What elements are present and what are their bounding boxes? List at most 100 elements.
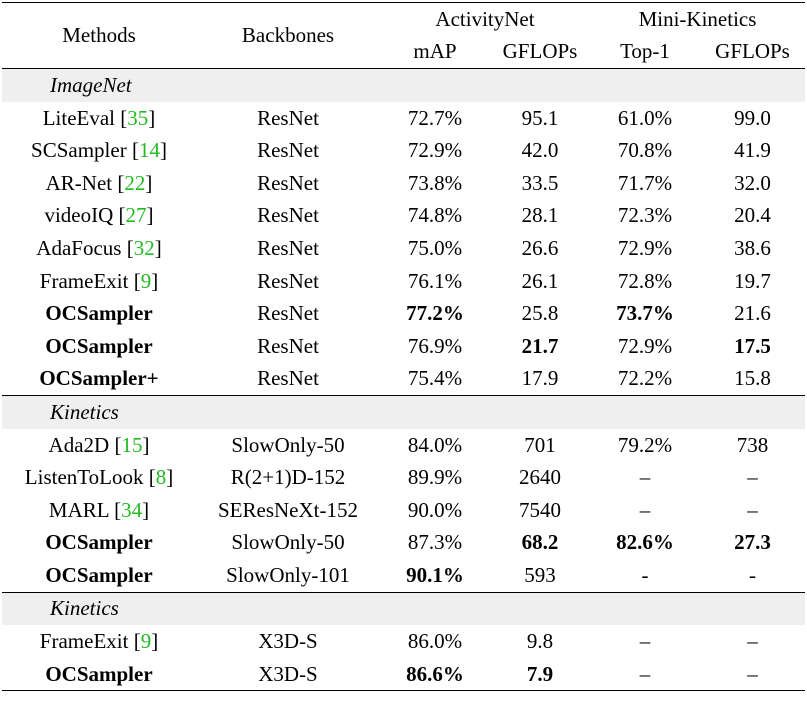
value-cell: 26.1 (521, 268, 559, 293)
table-row: OCSampler SlowOnly-50 87.3% 68.2 82.6% 27.3 (2, 527, 805, 560)
citation-number: 15 (121, 432, 143, 457)
method-name: AR-Net (45, 170, 113, 195)
citation: [9] (128, 629, 159, 654)
backbone-cell: ResNet (257, 203, 319, 228)
method-name: OCSampler (45, 661, 153, 686)
backbone-cell: X3D-S (258, 661, 318, 686)
value-cell: 593 (524, 562, 556, 587)
method-cell: OCSampler (2, 330, 196, 363)
value-cell: 87.3% (407, 530, 463, 555)
value-cell: 72.8% (617, 268, 673, 293)
table-row: AdaFocus [32] ResNet 75.0% 26.6 72.9% 38.6 (2, 232, 805, 265)
section-label: Kinetics (2, 591, 806, 626)
value-cell: 21.6 (734, 301, 771, 326)
citation: [27] (113, 203, 154, 228)
method-name: videoIQ (44, 203, 114, 228)
header-cell: Backbones (241, 23, 335, 48)
value-cell: 42.0 (521, 138, 559, 163)
table-row: MARL [34] SEResNeXt-152 90.0% 7540 – – (2, 494, 805, 527)
value-cell: – (639, 661, 651, 686)
table-row: LiteEval [35] ResNet 72.7% 95.1 61.0% 99.0 (2, 102, 805, 135)
header-cell: GFLOPs (715, 39, 790, 64)
header-row: Methods Backbones ActivityNet Mini-Kinet… (2, 3, 805, 47)
citation-number: 32 (133, 235, 155, 260)
method-cell: OCSampler (2, 559, 196, 592)
value-cell: 41.9 (734, 138, 771, 163)
value-cell: 89.9% (407, 465, 463, 490)
value-cell: 33.5 (521, 170, 559, 195)
value-cell: - (641, 562, 649, 587)
value-cell: 738 (736, 432, 769, 457)
backbone-cell: SEResNeXt-152 (218, 497, 358, 522)
value-cell: 68.2 (521, 530, 559, 555)
value-cell: 7540 (519, 497, 561, 522)
value-cell: 73.7% (616, 301, 674, 326)
value-cell: 32.0 (734, 170, 771, 195)
value-cell: 73.8% (407, 170, 463, 195)
value-cell: 99.0 (734, 105, 771, 130)
value-cell: 21.7 (521, 333, 559, 358)
method-name: OCSampler (45, 301, 153, 326)
method-name: SCSampler (31, 138, 127, 163)
value-cell: 9.8 (526, 629, 554, 654)
value-cell: – (747, 661, 758, 686)
value-cell: 19.7 (734, 268, 771, 293)
value-cell: 2640 (519, 465, 561, 490)
method-name: OCSampler (45, 333, 153, 358)
method-cell: OCSampler (2, 658, 196, 691)
backbone-cell: R(2+1)D-152 (230, 465, 346, 490)
backbone-cell: ResNet (257, 138, 319, 163)
table-row: OCSampler+ ResNet 75.4% 17.9 72.2% 15.8 (2, 363, 805, 396)
backbone-cell: ResNet (257, 170, 319, 195)
value-cell: 86.6% (406, 661, 464, 686)
method-cell: FrameExit [9] (2, 625, 196, 658)
value-cell: 20.4 (734, 203, 771, 228)
table-row: ListenToLook [8] R(2+1)D-152 89.9% 2640 – – (2, 461, 805, 494)
backbone-cell: ResNet (257, 235, 319, 260)
citation: [8] (143, 465, 174, 490)
value-cell: 38.6 (734, 235, 771, 260)
value-cell: 75.0% (407, 235, 463, 260)
method-name: MARL (48, 497, 109, 522)
method-cell: LiteEval [35] (2, 102, 196, 135)
table-row: FrameExit [9] ResNet 76.1% 26.1 72.8% 19.7 (2, 265, 805, 298)
value-cell: 76.9% (407, 333, 463, 358)
method-cell: AdaFocus [32] (2, 232, 196, 265)
value-cell: 84.0% (407, 432, 463, 457)
citation-number: 14 (138, 138, 160, 163)
value-cell: 76.1% (407, 268, 463, 293)
value-cell: 72.7% (407, 105, 463, 130)
citation-number: 8 (155, 465, 167, 490)
table-row: FrameExit [9] X3D-S 86.0% 9.8 – – (2, 625, 805, 658)
table-row: OCSampler X3D-S 86.6% 7.9 – – (2, 658, 805, 691)
header-cell: Methods (62, 23, 136, 48)
citation: [35] (115, 105, 156, 130)
citation: [34] (108, 497, 150, 522)
value-cell: 72.9% (617, 333, 673, 358)
backbone-cell: ResNet (257, 366, 319, 391)
header-cell: mAP (413, 39, 457, 64)
value-cell: 79.2% (617, 432, 673, 457)
value-cell: 74.8% (407, 203, 463, 228)
backbone-cell: SlowOnly-50 (231, 530, 345, 555)
section-row: Kinetics (2, 395, 806, 429)
method-name: OCSampler (45, 562, 153, 587)
value-cell: 61.0% (617, 105, 673, 130)
citation-number: 9 (140, 629, 152, 654)
header-cell: GFLOPs (502, 39, 578, 64)
method-cell: Ada2D [15] (2, 429, 196, 462)
method-name: ListenToLook (24, 465, 144, 490)
citation: [14] (126, 138, 167, 163)
table-header: Methods Backbones ActivityNet Mini-Kinet… (2, 3, 805, 69)
method-cell: OCSampler (2, 297, 196, 330)
table-row: OCSampler ResNet 76.9% 21.7 72.9% 17.5 (2, 330, 805, 363)
value-cell: 86.0% (407, 629, 463, 654)
value-cell: 90.1% (406, 562, 464, 587)
value-cell: – (747, 465, 758, 490)
value-cell: 71.7% (617, 170, 673, 195)
value-cell: 95.1 (521, 105, 559, 130)
method-cell: ListenToLook [8] (2, 461, 196, 494)
value-cell: – (639, 465, 651, 490)
citation-number: 35 (127, 105, 149, 130)
